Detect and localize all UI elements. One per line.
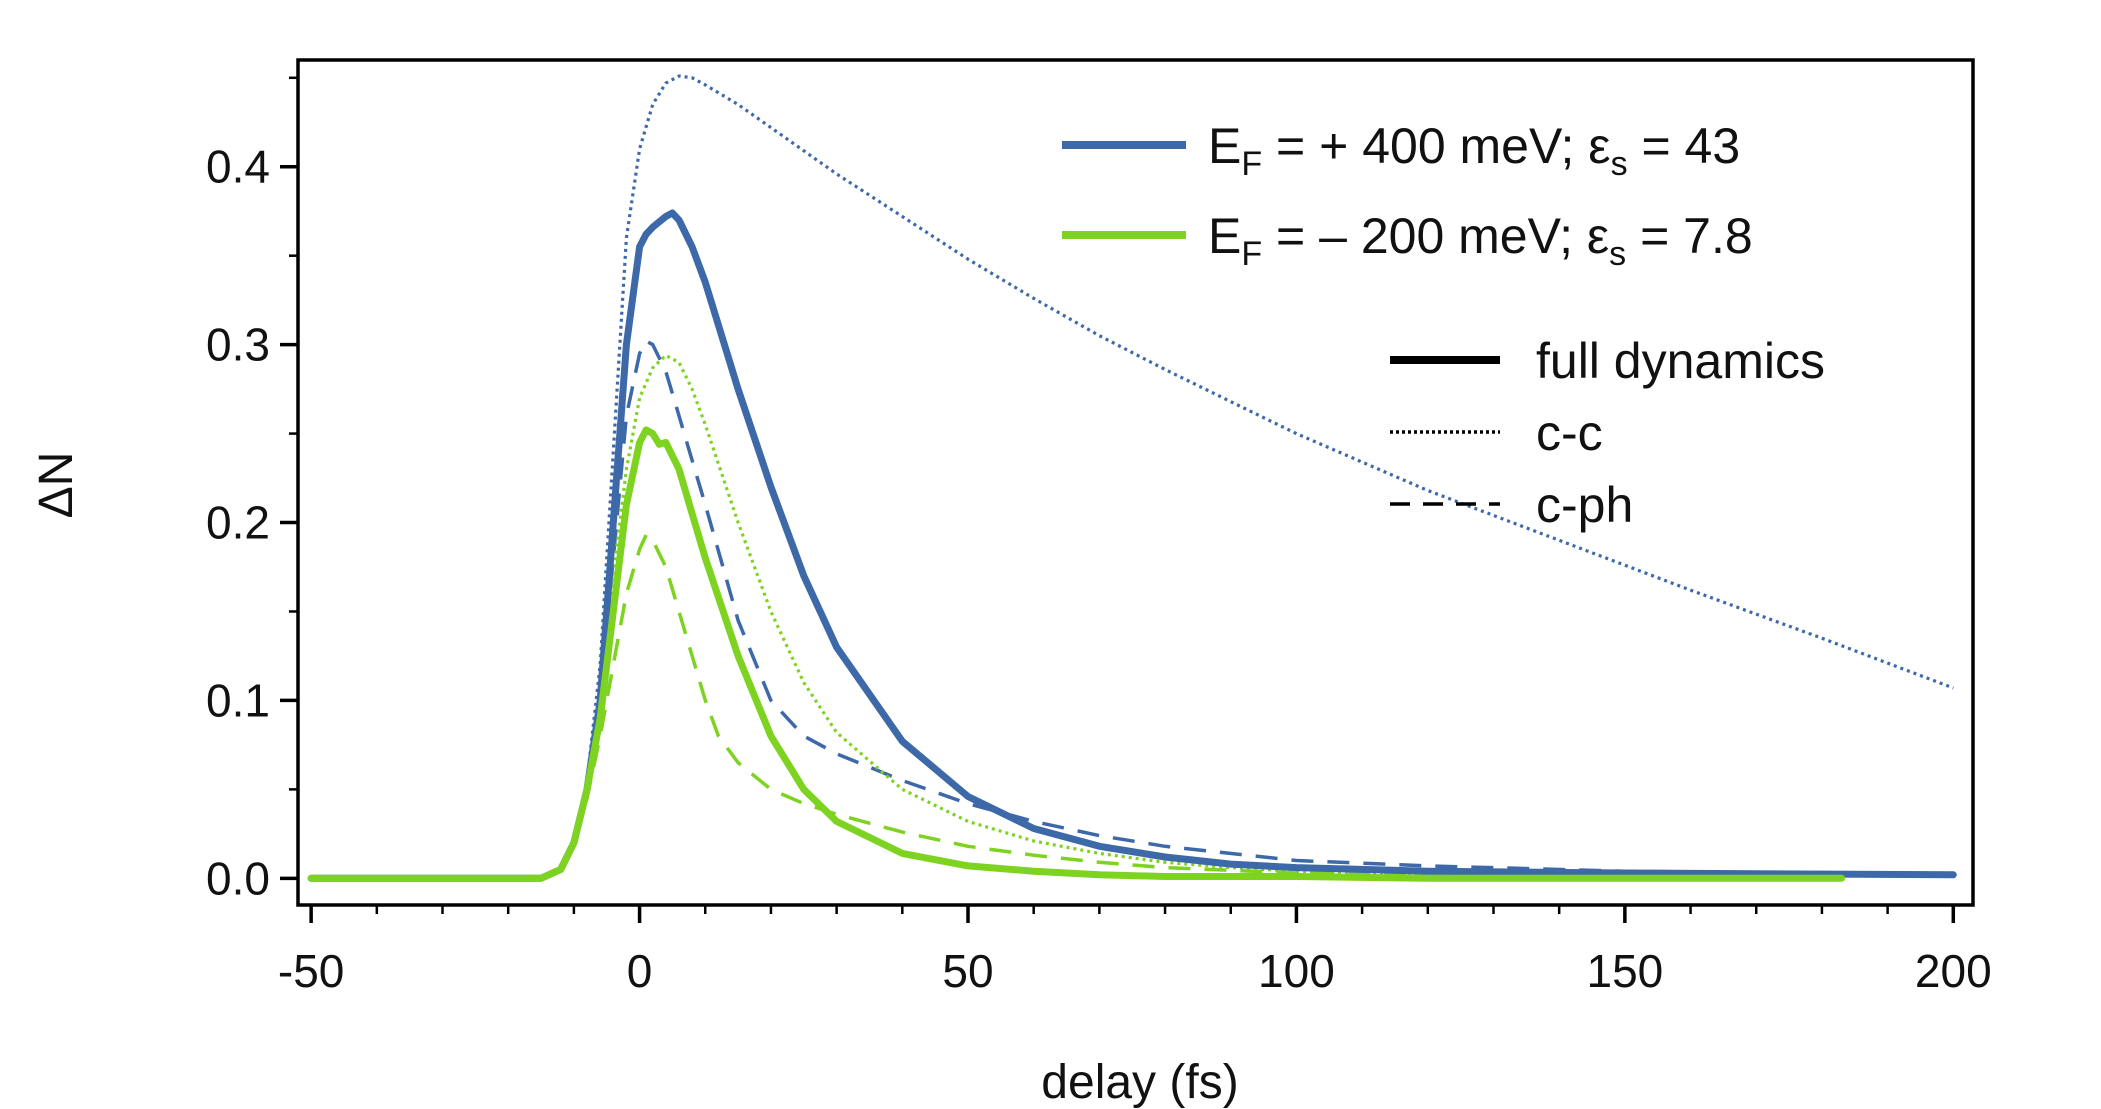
y-tick-label: 0.1: [206, 674, 270, 726]
ticks-layer: -50 0 50 100 150 200 0.0 0.1 0.2 0.3 0.4: [206, 76, 1992, 997]
legend-style: full dynamics c-c c-ph: [1390, 333, 1825, 533]
y-tick-label: 0.4: [206, 141, 270, 193]
series-line-blue-dashed: [311, 339, 1954, 881]
plot-frame: [296, 58, 1975, 907]
x-tick-label: 50: [942, 945, 993, 997]
legend-case: EF = + 400 meV; εs = 43 EF = – 200 meV; ε…: [1062, 118, 1753, 273]
x-tick-label: 200: [1915, 945, 1992, 997]
y-tick-label: 0.3: [206, 319, 270, 371]
legend-label-blue: EF = + 400 meV; εs = 43: [1208, 118, 1740, 183]
series-line-green-dotted: [311, 353, 1842, 880]
legend-style-label-solid: full dynamics: [1536, 333, 1825, 389]
series-line-green-solid: [307, 426, 1846, 882]
series-line-blue-solid: [307, 209, 1957, 882]
x-tick-label: 0: [627, 945, 653, 997]
series-line-green-dashed: [311, 533, 1842, 881]
y-axis-label: ΔN: [30, 452, 83, 519]
x-tick-label: 100: [1258, 945, 1335, 997]
y-tick-label: 0.2: [206, 497, 270, 549]
y-tick-label: 0.0: [206, 852, 270, 904]
legend-label-green: EF = – 200 meV; εs = 7.8: [1208, 208, 1753, 273]
legend-style-label-dashed: c-ph: [1536, 477, 1633, 533]
series-line-blue-dotted: [311, 74, 1954, 880]
x-tick-label: -50: [278, 945, 344, 997]
x-tick-label: 150: [1586, 945, 1663, 997]
legend-style-label-dotted: c-c: [1536, 405, 1603, 461]
series-layer: [307, 74, 1957, 882]
x-axis-label: delay (fs): [1041, 1056, 1238, 1109]
